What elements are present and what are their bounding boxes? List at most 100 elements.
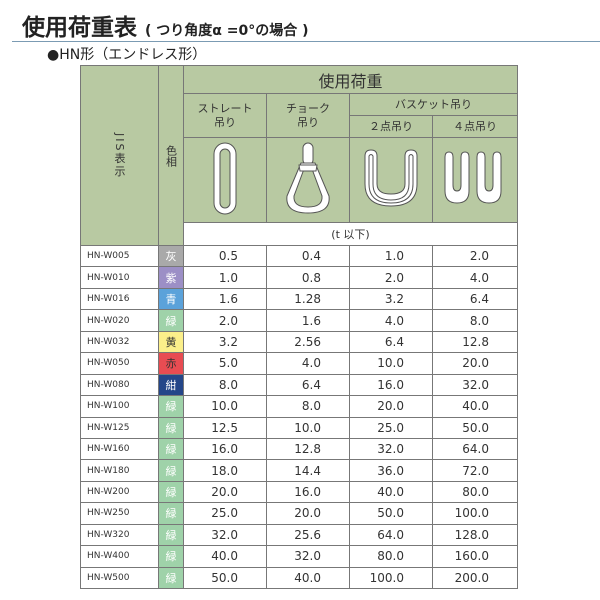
load-basket-4point: 72.0	[432, 459, 518, 482]
load-choke: 10.0	[266, 416, 350, 439]
load-basket-4point: 100.0	[432, 502, 518, 525]
title-main: 使用荷重表	[22, 15, 137, 41]
load-basket-4point: 200.0	[432, 566, 518, 590]
load-basket-4point: 40.0	[432, 395, 518, 418]
jis-code: HN-W100	[80, 395, 159, 418]
load-basket-2point: 50.0	[349, 502, 433, 525]
table-row: HN-W080 紺 8.0 6.4 16.0 32.0	[80, 373, 518, 397]
load-basket-2point: 6.4	[349, 330, 433, 354]
load-basket-2point: 20.0	[349, 395, 433, 418]
load-choke: 16.0	[266, 480, 350, 504]
load-straight: 1.6	[183, 287, 267, 311]
jis-code: HN-W020	[80, 309, 159, 332]
header-jis: JIS表示	[80, 65, 159, 246]
table-row: HN-W200 緑 20.0 16.0 40.0 80.0	[80, 480, 518, 504]
jis-code: HN-W400	[80, 545, 159, 568]
load-choke: 1.28	[266, 287, 350, 311]
header-4point: ４点吊り	[432, 115, 518, 138]
load-basket-4point: 8.0	[432, 309, 518, 332]
color-swatch: 緑	[158, 416, 184, 439]
load-basket-2point: 40.0	[349, 480, 433, 504]
load-choke: 14.4	[266, 459, 350, 482]
color-swatch: 緑	[158, 459, 184, 482]
load-basket-2point: 64.0	[349, 523, 433, 547]
load-choke: 1.6	[266, 309, 350, 332]
load-basket-2point: 4.0	[349, 309, 433, 332]
jis-code: HN-W050	[80, 352, 159, 375]
load-choke: 32.0	[266, 545, 350, 568]
load-straight: 8.0	[183, 373, 267, 397]
table-row: HN-W125 緑 12.5 10.0 25.0 50.0	[80, 416, 518, 439]
basket-2point-icon	[349, 137, 433, 223]
jis-code: HN-W320	[80, 523, 159, 547]
header-straight: ストレート吊り	[183, 93, 267, 138]
color-swatch: 緑	[158, 523, 184, 547]
load-basket-4point: 64.0	[432, 437, 518, 461]
header-load: 使用荷重	[183, 65, 518, 94]
jis-code: HN-W016	[80, 287, 159, 311]
load-straight: 16.0	[183, 437, 267, 461]
load-basket-2point: 3.2	[349, 287, 433, 311]
load-straight: 25.0	[183, 502, 267, 525]
title-sub: ( つり角度α =0°の場合 )	[145, 23, 309, 39]
load-basket-4point: 4.0	[432, 266, 518, 289]
load-choke: 0.8	[266, 266, 350, 289]
color-swatch: 紺	[158, 373, 184, 397]
load-straight: 40.0	[183, 545, 267, 568]
table-row: HN-W032 黄 3.2 2.56 6.4 12.8	[80, 330, 518, 354]
color-swatch: 緑	[158, 502, 184, 525]
load-basket-2point: 2.0	[349, 266, 433, 289]
divider	[12, 41, 600, 42]
table-row: HN-W016 青 1.6 1.28 3.2 6.4	[80, 287, 518, 311]
color-swatch: 緑	[158, 437, 184, 461]
load-choke: 0.4	[266, 244, 350, 268]
load-straight: 0.5	[183, 244, 267, 268]
table-row: HN-W100 緑 10.0 8.0 20.0 40.0	[80, 395, 518, 418]
color-swatch: 緑	[158, 566, 184, 590]
load-choke: 6.4	[266, 373, 350, 397]
color-swatch: 赤	[158, 352, 184, 375]
jis-code: HN-W160	[80, 437, 159, 461]
table-row: HN-W500 緑 50.0 40.0 100.0 200.0	[80, 566, 518, 590]
load-basket-4point: 2.0	[432, 244, 518, 268]
table-row: HN-W400 緑 40.0 32.0 80.0 160.0	[80, 545, 518, 568]
jis-code: HN-W080	[80, 373, 159, 397]
load-straight: 12.5	[183, 416, 267, 439]
load-straight: 1.0	[183, 266, 267, 289]
load-choke: 12.8	[266, 437, 350, 461]
table-row: HN-W250 緑 25.0 20.0 50.0 100.0	[80, 502, 518, 525]
load-straight: 2.0	[183, 309, 267, 332]
table-row: HN-W010 紫 1.0 0.8 2.0 4.0	[80, 266, 518, 289]
table-row: HN-W005 灰 0.5 0.4 1.0 2.0	[80, 244, 518, 268]
load-basket-4point: 32.0	[432, 373, 518, 397]
table-row: HN-W050 赤 5.0 4.0 10.0 20.0	[80, 352, 518, 375]
color-swatch: 紫	[158, 266, 184, 289]
jis-code: HN-W032	[80, 330, 159, 354]
load-basket-2point: 1.0	[349, 244, 433, 268]
load-choke: 20.0	[266, 502, 350, 525]
load-basket-4point: 50.0	[432, 416, 518, 439]
load-basket-2point: 25.0	[349, 416, 433, 439]
choke-sling-icon	[266, 137, 350, 223]
load-straight: 10.0	[183, 395, 267, 418]
header-color: 色相	[158, 65, 184, 246]
jis-code: HN-W010	[80, 266, 159, 289]
load-basket-4point: 12.8	[432, 330, 518, 354]
load-basket-2point: 36.0	[349, 459, 433, 482]
load-straight: 18.0	[183, 459, 267, 482]
jis-code: HN-W005	[80, 244, 159, 268]
basket-4point-icon	[432, 137, 518, 223]
load-choke: 2.56	[266, 330, 350, 354]
table-row: HN-W160 緑 16.0 12.8 32.0 64.0	[80, 437, 518, 461]
color-swatch: 青	[158, 287, 184, 311]
load-basket-2point: 32.0	[349, 437, 433, 461]
table-row: HN-W180 緑 18.0 14.4 36.0 72.0	[80, 459, 518, 482]
load-straight: 5.0	[183, 352, 267, 375]
straight-sling-icon	[183, 137, 267, 223]
header-basket: バスケット吊り	[349, 93, 518, 116]
load-basket-4point: 6.4	[432, 287, 518, 311]
color-swatch: 緑	[158, 309, 184, 332]
table-row: HN-W320 緑 32.0 25.6 64.0 128.0	[80, 523, 518, 547]
load-straight: 3.2	[183, 330, 267, 354]
load-choke: 25.6	[266, 523, 350, 547]
